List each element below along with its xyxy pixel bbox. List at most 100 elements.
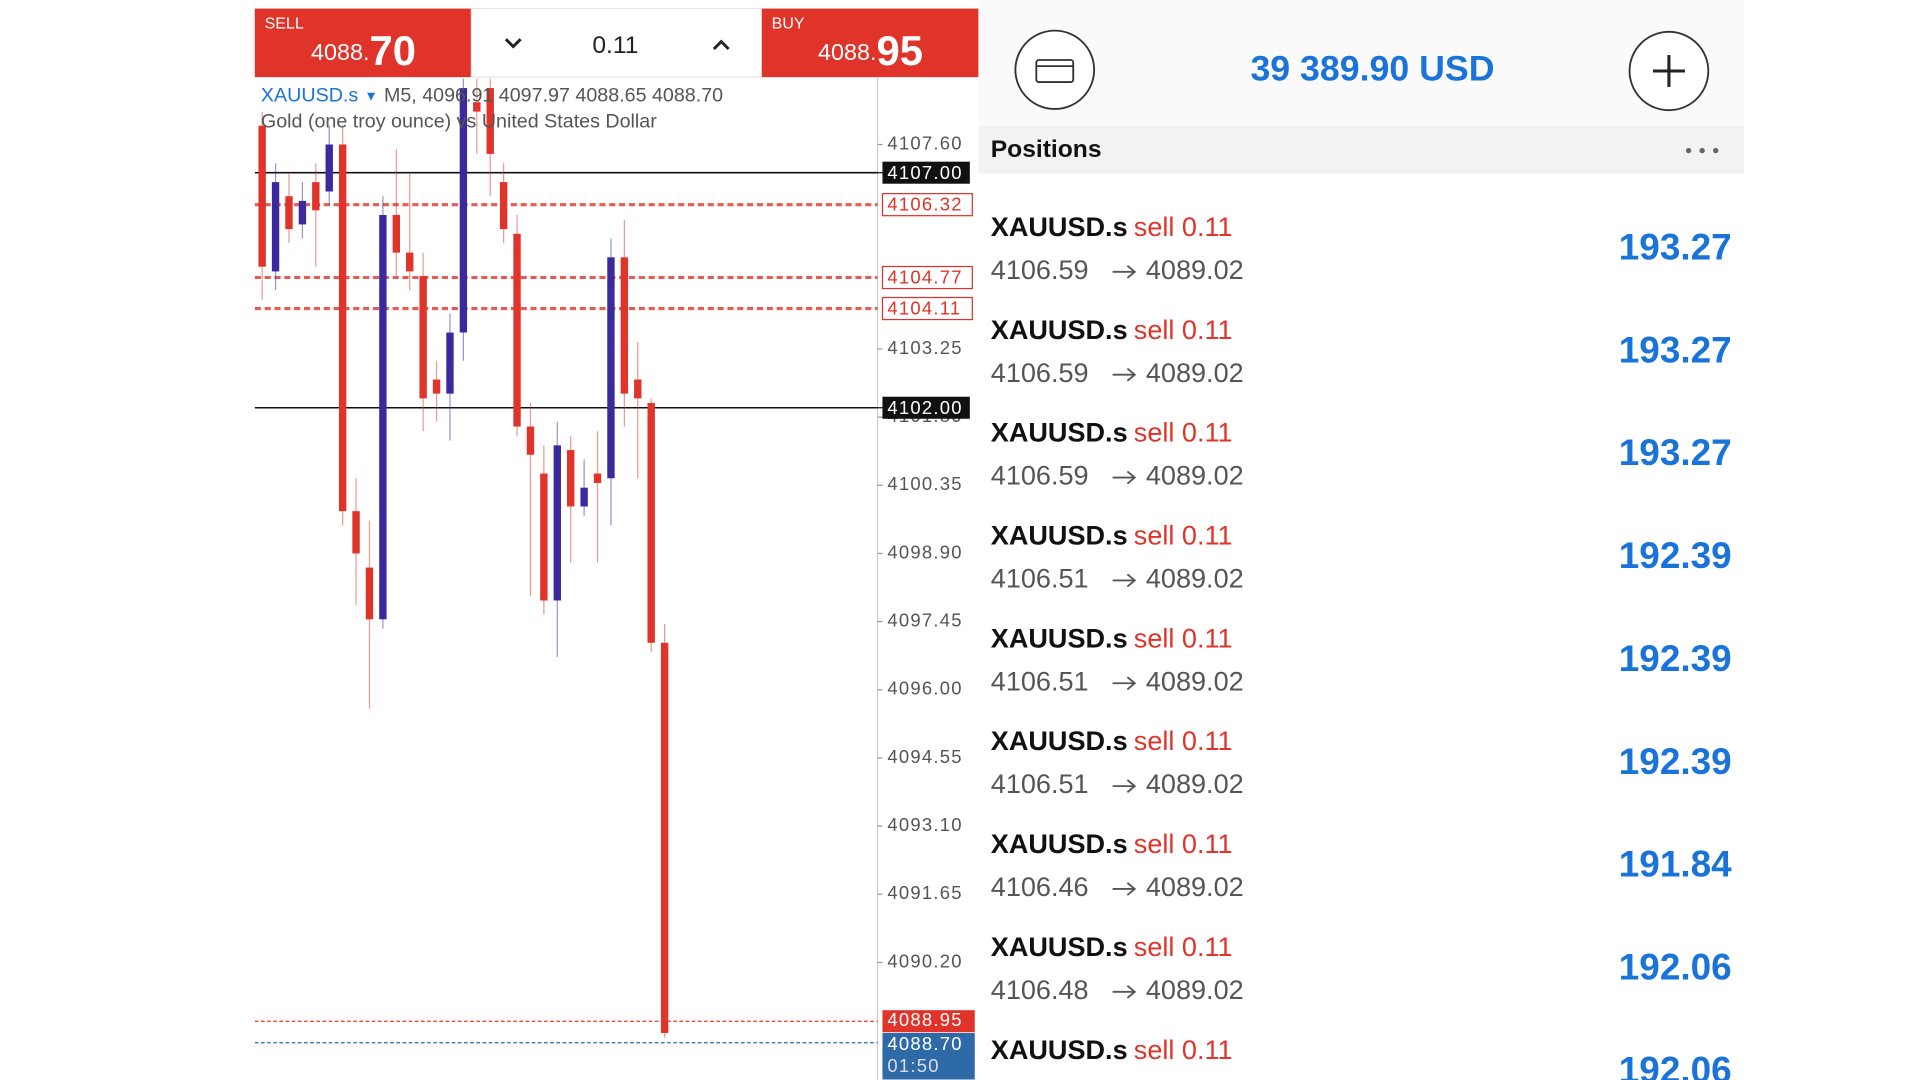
y-tick-label: 4093.10: [887, 814, 962, 835]
close-price: 4089.02: [1146, 666, 1244, 696]
price-label-box: [881, 193, 973, 217]
arrow-icon: [1112, 367, 1137, 382]
candle-body: [593, 473, 602, 483]
position-profit: 192.39: [1619, 741, 1732, 782]
position-row[interactable]: XAUUSD.s sell 0.11 4106.59 4089.02 193.27: [991, 418, 1732, 491]
position-profit: 193.27: [1619, 432, 1732, 473]
close-price: 4089.02: [1146, 255, 1244, 285]
price-label-box: [881, 265, 973, 290]
bid-label-box: [882, 1010, 975, 1033]
candle-body: [271, 182, 280, 272]
card-icon: [1035, 59, 1075, 83]
buy-price-small: 4088.: [818, 39, 876, 65]
position-symbol: XAUUSD.s: [991, 829, 1128, 859]
position-row[interactable]: XAUUSD.s sell 0.11 4106.46 4089.02 191.84: [991, 829, 1732, 902]
open-price: 4106.59: [991, 255, 1089, 285]
position-row[interactable]: XAUUSD.s sell 0.11 4106.51 4089.02 192.39: [991, 726, 1732, 799]
sell-price: 4088.70: [311, 27, 416, 74]
chart-panel: [254, 0, 979, 1080]
candle-body: [473, 102, 481, 112]
position-side: sell 0.11: [1134, 418, 1233, 448]
position-symbol: XAUUSD.s: [991, 521, 1128, 551]
position-profit: 192.06: [1619, 947, 1732, 988]
account-balance: 39 389.90 USD: [1250, 48, 1494, 88]
chart-symbol[interactable]: XAUUSD.s: [261, 85, 358, 107]
candle-body: [607, 257, 615, 479]
plot-area: [254, 78, 878, 1044]
price-label: 4104.77: [887, 267, 962, 288]
price-label: 4106.32: [887, 194, 962, 215]
close-price: 4089.02: [1146, 872, 1244, 902]
position-profit: 193.27: [1619, 329, 1732, 370]
lot-value[interactable]: 0.11: [592, 32, 638, 59]
position-title: XAUUSD.s sell 0.11: [991, 726, 1233, 756]
position-symbol: XAUUSD.s: [991, 315, 1128, 345]
position-row[interactable]: XAUUSD.s sell 0.11 4106.51 4089.02 192.39: [991, 521, 1732, 594]
price-label-box: [882, 161, 970, 184]
y-tick-label: 4090.20: [887, 950, 962, 971]
candle-body: [486, 88, 494, 154]
lot-decrease[interactable]: [504, 38, 522, 49]
candle-body: [365, 567, 374, 620]
price-label-box: [881, 296, 973, 321]
positions-title: Positions: [991, 136, 1102, 163]
position-side: sell 0.11: [1134, 521, 1233, 551]
position-title: XAUUSD.s sell 0.11: [991, 829, 1233, 859]
open-price: 4106.51: [991, 769, 1089, 799]
candle-body: [285, 196, 293, 230]
candle-body: [379, 215, 387, 620]
position-symbol: XAUUSD.s: [991, 726, 1128, 756]
position-side: sell 0.11: [1134, 212, 1233, 242]
y-tick-label: 4094.55: [887, 746, 962, 767]
bid-label: 4088.95: [887, 1009, 962, 1030]
lot-increase[interactable]: [712, 39, 730, 51]
position-symbol: XAUUSD.s: [991, 624, 1128, 654]
arrow-icon: [1112, 882, 1137, 896]
lot-selector: [470, 7, 763, 78]
price-label: 4102.00: [887, 397, 962, 418]
candle-body: [298, 200, 307, 225]
position-symbol: XAUUSD.s: [991, 1035, 1128, 1065]
close-price: 4089.02: [1146, 975, 1244, 1005]
y-tick-label: 4103.25: [887, 337, 962, 358]
position-row[interactable]: XAUUSD.s sell 0.11 4106.59 4089.02 193.27: [991, 212, 1732, 285]
price-label: 4104.11: [887, 298, 961, 319]
position-side: sell 0.11: [1134, 624, 1233, 654]
position-profit: 192.39: [1619, 638, 1732, 679]
candle-body: [660, 642, 669, 1033]
close-price: 4089.02: [1146, 358, 1244, 388]
arrow-icon: [1112, 676, 1137, 691]
positions-bar: [978, 126, 1744, 174]
open-price: 4106.48: [991, 975, 1089, 1005]
y-tick-label: 4100.35: [887, 473, 962, 494]
close-price: 4089.02: [1146, 1078, 1244, 1080]
position-title: XAUUSD.s sell 0.11: [991, 521, 1233, 551]
buy-button[interactable]: [761, 8, 979, 78]
candle-body: [406, 252, 414, 272]
candle-body: [352, 511, 360, 554]
open-price: 4106.46: [991, 872, 1089, 902]
candle-timer: 01:50: [887, 1055, 939, 1076]
deposit-button[interactable]: [1014, 29, 1096, 110]
sell-button[interactable]: [254, 8, 472, 78]
arrow-icon: [1112, 470, 1137, 485]
candle-body: [526, 426, 535, 455]
more-button[interactable]: [1685, 147, 1719, 154]
position-side: sell 0.11: [1134, 829, 1233, 859]
position-profit: 192.06: [1619, 1049, 1732, 1080]
y-tick-label: 4091.65: [887, 882, 962, 903]
dot: [1712, 147, 1719, 154]
position-title: XAUUSD.s sell 0.11: [991, 418, 1233, 448]
candle-body: [553, 445, 561, 601]
position-side: sell 0.11: [1134, 1035, 1233, 1065]
position-row[interactable]: XAUUSD.s sell 0.11 4106.51 4089.02 192.39: [991, 624, 1732, 697]
buy-price-big: 95: [877, 27, 924, 74]
position-profit: 192.39: [1619, 535, 1732, 576]
position-row[interactable]: XAUUSD.s sell 0.11 4106.59 4089.02 193.27: [991, 315, 1732, 388]
open-price: 4106.59: [991, 461, 1089, 491]
